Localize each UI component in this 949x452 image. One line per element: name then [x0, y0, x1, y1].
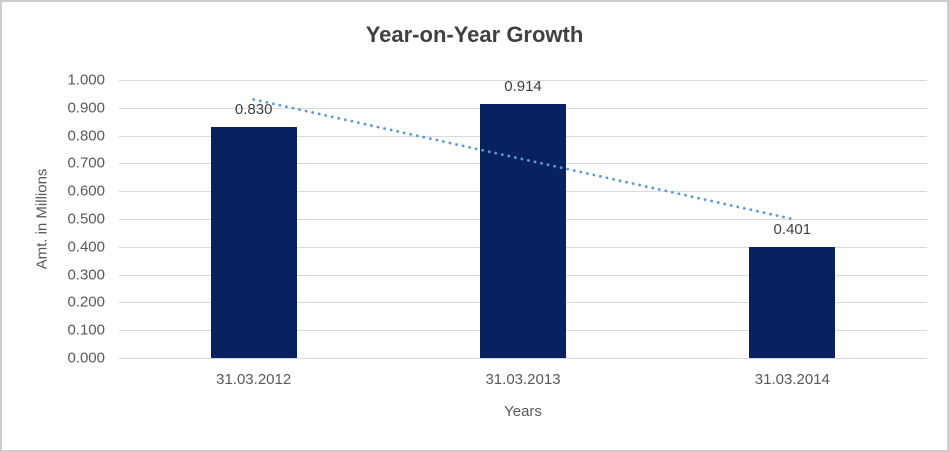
- x-tick-label: 31.03.2012: [216, 371, 292, 388]
- y-tick-label: 0.400: [67, 238, 105, 256]
- x-tick-label: 31.03.2014: [754, 371, 830, 388]
- chart-title: Year-on-Year Growth: [365, 22, 584, 47]
- y-tick-label: 0.600: [67, 182, 105, 200]
- y-tick-label: 0.700: [67, 154, 105, 172]
- y-tick-label: 0.200: [67, 293, 105, 311]
- bar-31.03.2012: [210, 127, 297, 358]
- data-label: 0.830: [234, 101, 273, 119]
- data-label: 0.401: [773, 220, 812, 238]
- gridline: [119, 80, 927, 81]
- y-tick-label: 1.000: [67, 71, 105, 89]
- gridline: [119, 358, 927, 359]
- x-tick-label: 31.03.2013: [485, 371, 561, 388]
- y-axis-tick-labels: 0.000 0.100 0.200 0.300 0.400 0.500 0.600 0.700…: [2, 72, 105, 367]
- y-tick-label: 0.800: [67, 127, 105, 145]
- bar-31.03.2014: [749, 246, 836, 358]
- plot-area: 0.830 31.03.2012 0.914 31.03.2013 0.401 31.03…: [119, 77, 927, 388]
- y-tick-label: 0.900: [67, 99, 105, 117]
- y-tick-label: 0.300: [67, 266, 105, 284]
- trendline: [252, 98, 794, 221]
- data-label: 0.914: [504, 77, 542, 95]
- x-axis-title: Years: [504, 403, 542, 420]
- bar-31.03.2013: [480, 103, 566, 358]
- y-tick-label: 0.100: [67, 321, 105, 339]
- y-tick-label: 0.500: [67, 210, 105, 228]
- y-tick-label: 0.000: [67, 349, 105, 367]
